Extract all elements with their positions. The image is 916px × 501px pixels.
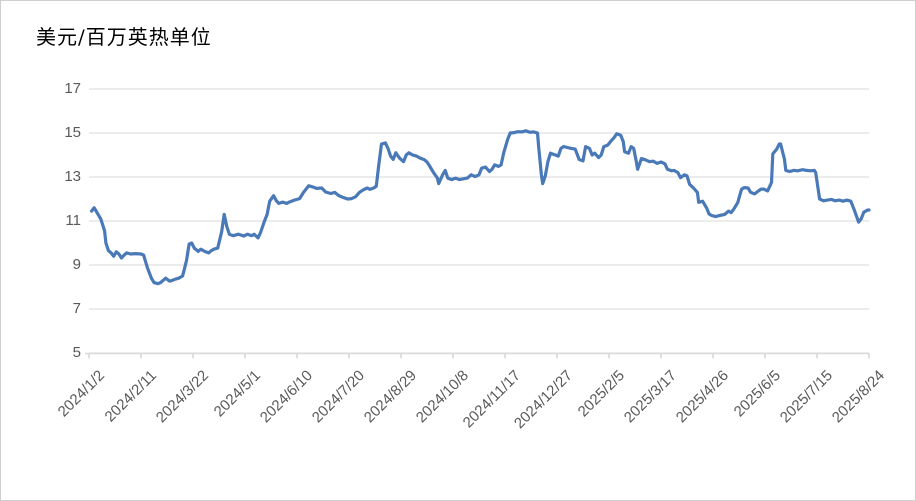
y-axis-label: 17	[64, 80, 81, 97]
price-line	[89, 129, 871, 286]
y-axis-label: 9	[72, 256, 81, 273]
y-axis-label: 11	[65, 212, 81, 229]
y-axis-label: 15	[64, 124, 81, 141]
y-axis-label: 13	[64, 168, 81, 185]
chart-title: 美元/百万英热单位	[36, 25, 212, 49]
y-axis-label: 7	[72, 300, 81, 317]
y-axis-label: 5	[72, 344, 81, 361]
